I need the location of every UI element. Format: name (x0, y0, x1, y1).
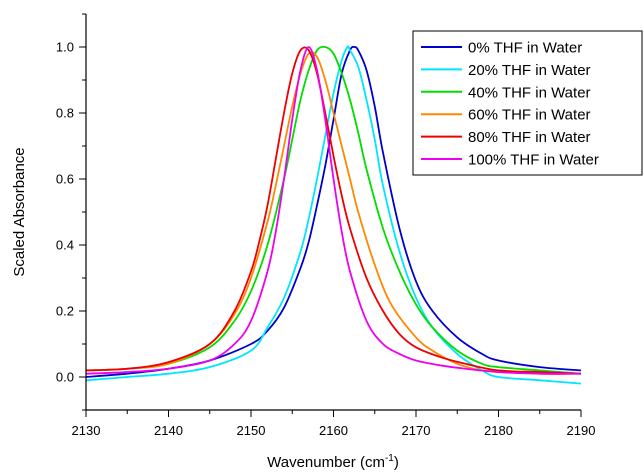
legend-box (412, 30, 643, 176)
series-line-1 (86, 45, 581, 385)
x-axis-ticks: 2130 2140 2150 2160 2170 2180 2190 (72, 410, 596, 438)
x-tick-label: 2160 (319, 423, 348, 438)
series-line-2 (86, 45, 581, 375)
y-tick-label: 0.2 (56, 304, 74, 319)
y-tick-label: 0.8 (56, 106, 74, 121)
series-lines (86, 45, 581, 385)
x-tick-label: 2190 (567, 423, 596, 438)
legend-label: 20% THF in Water (468, 62, 591, 79)
y-tick-label: 0.4 (56, 238, 74, 253)
legend-label: 60% THF in Water (468, 107, 591, 124)
series-line-5 (86, 46, 581, 375)
y-tick-label: 0.0 (56, 370, 74, 385)
y-tick-label: 1.0 (56, 40, 74, 55)
legend-label: 0% THF in Water (468, 40, 582, 57)
x-tick-label: 2140 (154, 423, 183, 438)
y-axis-title: Scaled Absorbance (11, 147, 28, 276)
x-axis-title-close: ) (394, 454, 399, 471)
y-axis-ticks: 0.0 0.2 0.4 0.6 0.8 1.0 (56, 13, 86, 411)
x-axis-title-main: Wavenumber (cm (267, 454, 385, 471)
x-tick-label: 2180 (484, 423, 513, 438)
legend-label: 100% THF in Water (468, 152, 599, 169)
x-tick-label: 2170 (402, 423, 431, 438)
legend-label: 80% THF in Water (468, 129, 591, 146)
x-tick-label: 2130 (72, 423, 101, 438)
y-tick-label: 0.6 (56, 172, 74, 187)
x-axis-title: Wavenumber (cm-1) (267, 453, 399, 471)
legend-items: 0% THF in Water 20% THF in Water 40% THF i… (421, 40, 599, 169)
legend: 0% THF in Water 20% THF in Water 40% THF i… (412, 30, 643, 176)
legend-label: 40% THF in Water (468, 84, 591, 101)
x-tick-label: 2150 (237, 423, 266, 438)
x-axis-title-superscript: -1 (385, 453, 394, 464)
